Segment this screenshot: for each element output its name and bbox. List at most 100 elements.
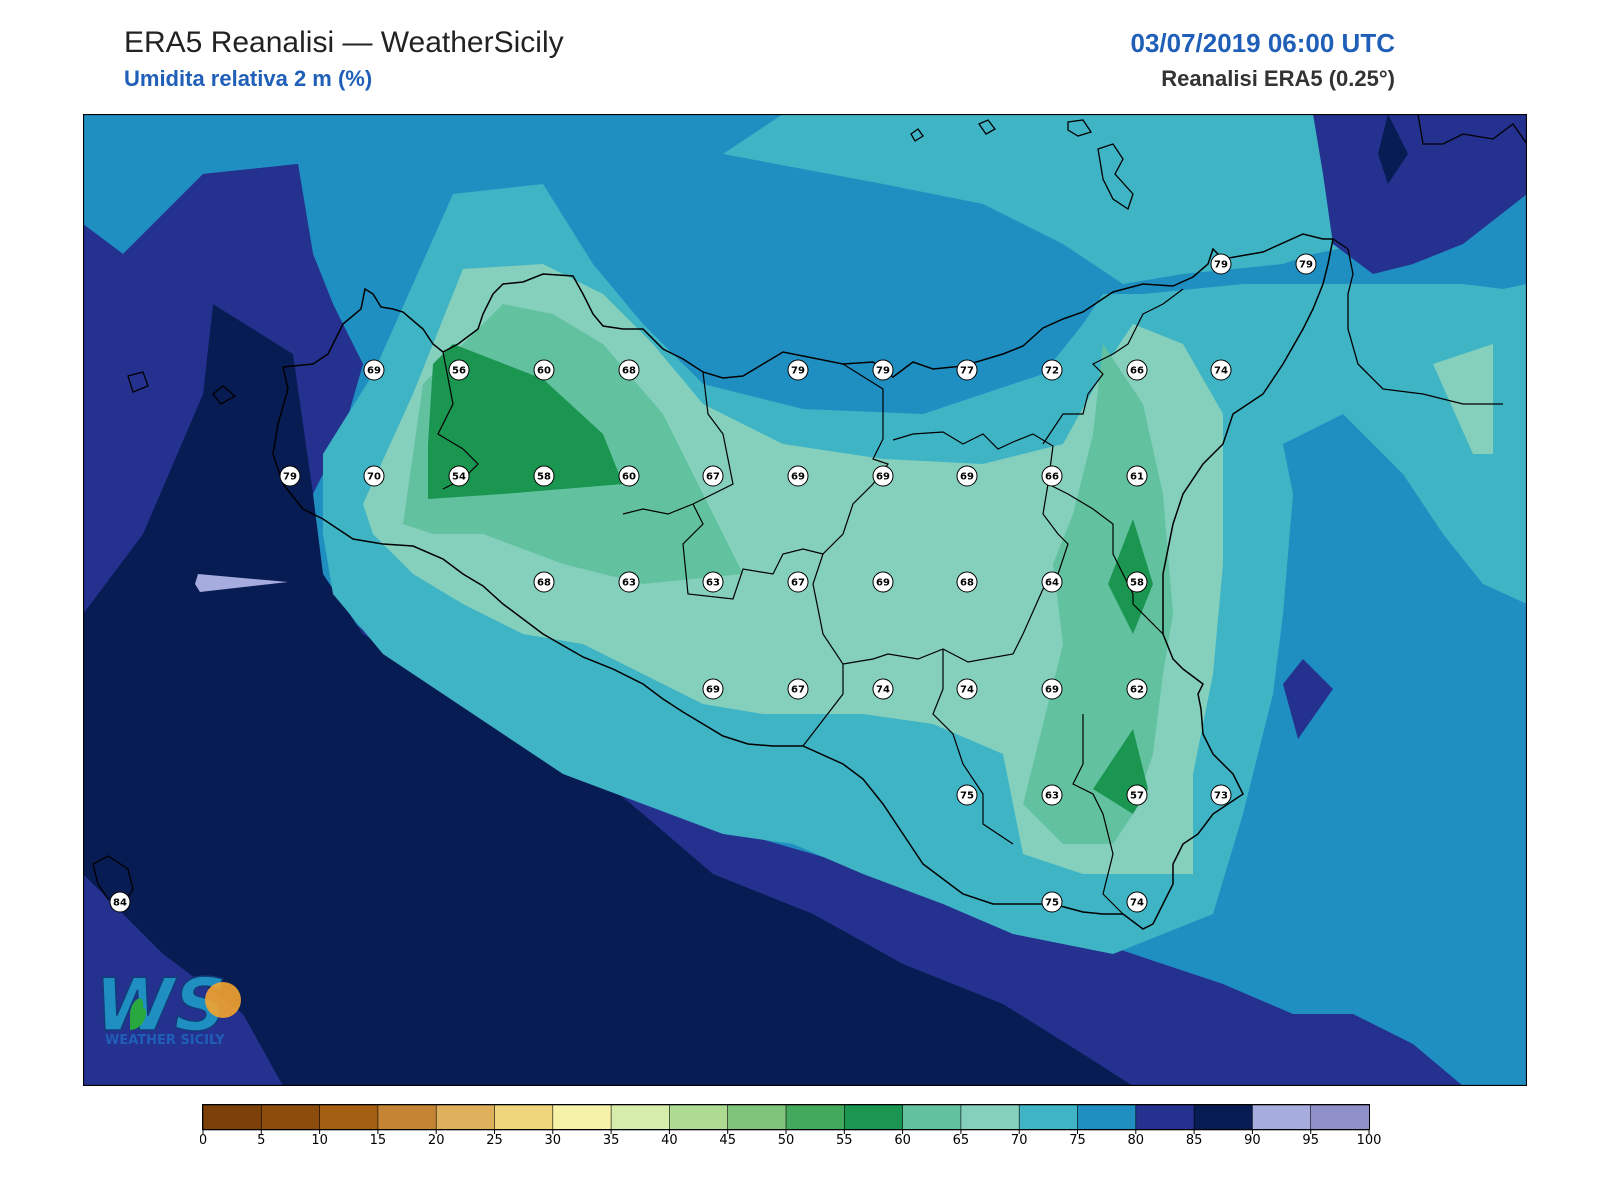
colorbar-tick-label: 70 <box>1011 1133 1028 1144</box>
station-value: 79 <box>876 366 890 377</box>
station-value: 79 <box>791 366 805 377</box>
station-marker: 57 <box>1126 784 1148 806</box>
station-value: 69 <box>876 472 890 483</box>
colorbar-tick-label: 20 <box>428 1133 445 1144</box>
station-marker: 63 <box>1041 784 1063 806</box>
station-value: 75 <box>1045 898 1059 909</box>
station-value: 68 <box>537 578 551 589</box>
colorbar-swatch <box>1077 1104 1137 1131</box>
station-value: 58 <box>537 472 551 483</box>
station-marker: 69 <box>363 359 385 381</box>
station-value: 58 <box>1130 578 1144 589</box>
colorbar-tick-label: 60 <box>894 1133 911 1144</box>
colorbar-tick-label: 10 <box>311 1133 328 1144</box>
station-value: 75 <box>960 791 974 802</box>
station-value: 74 <box>876 685 890 696</box>
station-marker: 68 <box>618 359 640 381</box>
station-marker: 58 <box>1126 571 1148 593</box>
colorbar-tick-label: 90 <box>1244 1133 1261 1144</box>
station-marker: 74 <box>872 678 894 700</box>
colorbar-swatch <box>494 1104 554 1131</box>
station-value: 68 <box>960 578 974 589</box>
colorbar-tick-label: 100 <box>1357 1133 1382 1144</box>
station-value: 79 <box>283 472 297 483</box>
station-marker: 60 <box>533 359 555 381</box>
station-value: 60 <box>622 472 636 483</box>
province-borders <box>437 288 1184 915</box>
colorbar-swatch <box>960 1104 1021 1131</box>
station-marker: 60 <box>618 465 640 487</box>
station-marker: 79 <box>1210 253 1232 275</box>
colorbar-swatch <box>1252 1104 1312 1131</box>
station-marker: 69 <box>702 678 724 700</box>
logo-text: WEATHER SICILY <box>105 1033 225 1048</box>
colorbar-swatch <box>902 1104 962 1131</box>
colorbar-swatch <box>1193 1104 1254 1131</box>
colorbar-swatch <box>727 1104 787 1131</box>
station-value: 60 <box>537 366 551 377</box>
colorbar-tick-label: 35 <box>603 1133 620 1144</box>
station-value: 67 <box>791 685 805 696</box>
colorbar-tick-label: 95 <box>1302 1133 1319 1144</box>
colorbar-tick-label: 40 <box>661 1133 678 1144</box>
station-marker: 67 <box>787 678 809 700</box>
station-marker: 69 <box>956 465 978 487</box>
colorbar-tick-label: 85 <box>1186 1133 1203 1144</box>
station-marker: 66 <box>1041 465 1063 487</box>
colorbar-swatch <box>377 1104 437 1131</box>
station-marker: 68 <box>956 571 978 593</box>
colorbar-tick-label: 65 <box>953 1133 970 1144</box>
station-value: 61 <box>1130 472 1144 483</box>
colorbar-swatch <box>1018 1104 1079 1131</box>
colorbar-swatch <box>669 1104 729 1131</box>
station-value: 77 <box>960 366 974 377</box>
station-marker: 61 <box>1126 465 1148 487</box>
station-value: 68 <box>622 366 636 377</box>
station-marker: 63 <box>702 571 724 593</box>
colorbar-tick-label: 50 <box>778 1133 795 1144</box>
station-marker: 62 <box>1126 678 1148 700</box>
station-value: 74 <box>1214 366 1228 377</box>
station-marker: 74 <box>1210 359 1232 381</box>
station-marker: 69 <box>1041 678 1063 700</box>
colorbar-swatch <box>202 1104 263 1131</box>
colorbar-tick-label: 75 <box>1069 1133 1086 1144</box>
station-marker: 58 <box>533 465 555 487</box>
station-marker: 72 <box>1041 359 1063 381</box>
colorbar-tick-label: 5 <box>257 1133 265 1144</box>
source-label: Reanalisi ERA5 (0.25°) <box>1161 66 1395 91</box>
station-marker: 63 <box>618 571 640 593</box>
colorbar-swatch <box>843 1104 904 1131</box>
station-marker: 66 <box>1126 359 1148 381</box>
station-value: 63 <box>1045 791 1059 802</box>
colorbar-swatch <box>1135 1104 1195 1131</box>
colorbar-tick-label: 55 <box>836 1133 853 1144</box>
station-value: 74 <box>1130 898 1144 909</box>
station-value: 67 <box>791 578 805 589</box>
station-value: 69 <box>791 472 805 483</box>
station-marker: 69 <box>872 465 894 487</box>
colorbar-tick-label: 0 <box>200 1133 207 1144</box>
station-marker: 70 <box>363 465 385 487</box>
humidity-map: 79 79 69 56 60 68 79 79 77 72 66 74 79 70 54 58 60 67 69 69… <box>83 114 1527 1086</box>
colorbar-tick-label: 25 <box>486 1133 503 1144</box>
station-marker: 77 <box>956 359 978 381</box>
colorbar: 0 5 10 15 20 25 30 35 40 45 50 55 60 65 70 75 80 85 90 95 10… <box>200 1104 1382 1144</box>
station-value: 69 <box>1045 685 1059 696</box>
contour-55-60 <box>428 344 623 499</box>
map-subtitle: Umidita relativa 2 m (%) <box>124 66 373 91</box>
station-marker: 75 <box>956 784 978 806</box>
contour-70-75 <box>723 114 1373 284</box>
station-value: 72 <box>1045 366 1059 377</box>
colorbar-tick-label: 15 <box>370 1133 387 1144</box>
station-marker: 67 <box>787 571 809 593</box>
station-value: 56 <box>452 366 466 377</box>
colorbar-swatch <box>785 1104 846 1131</box>
station-value: 69 <box>706 685 720 696</box>
station-marker: 75 <box>1041 891 1063 913</box>
station-value: 67 <box>706 472 720 483</box>
station-marker: 67 <box>702 465 724 487</box>
station-value: 63 <box>622 578 636 589</box>
station-value: 73 <box>1214 791 1228 802</box>
station-value: 54 <box>452 472 466 483</box>
